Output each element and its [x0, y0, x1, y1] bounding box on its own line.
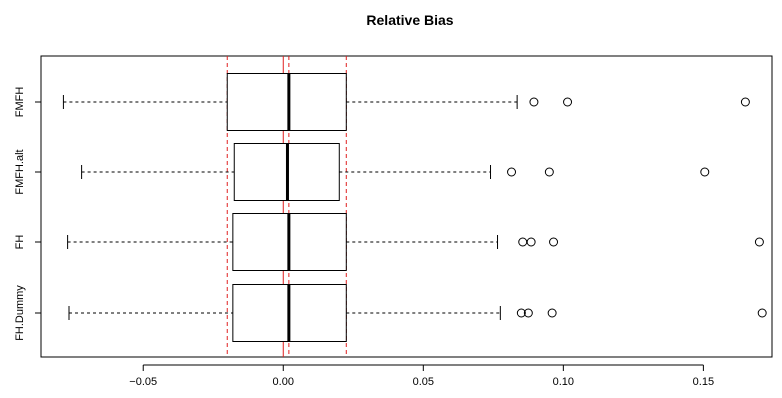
outlier-fmfh-2: [563, 97, 573, 107]
outlier-fh-4: [754, 237, 764, 247]
x-tick-label-4: 0.10: [553, 376, 574, 388]
outlier-fh-dummy-4: [757, 308, 767, 318]
y-tick-label-fmfh-alt: FMFH.alt: [14, 149, 26, 194]
x-tick-label-3: 0.05: [413, 376, 434, 388]
chart-title: Relative Bias: [366, 12, 453, 28]
outlier-fmfh-alt-1: [507, 167, 517, 177]
outlier-fh-2: [526, 237, 536, 247]
box-fmfh-alt: [81, 143, 710, 201]
box-group: [62, 73, 767, 342]
y-tick-label-fh: FH: [14, 235, 26, 250]
outlier-fh-dummy-1: [516, 308, 526, 318]
y-tick-label-fmfh: FMFH: [14, 87, 26, 118]
outlier-fmfh-1: [529, 97, 539, 107]
plot-frame: [40, 55, 773, 358]
y-tick-label-fh-dummy: FH.Dummy: [14, 285, 26, 341]
outlier-fh-dummy-3: [547, 308, 557, 318]
box-fmfh: [62, 73, 750, 131]
x-tick-label-5: 0.15: [693, 376, 714, 388]
box-iqr-fmfh: [226, 73, 347, 131]
outlier-fh-3: [549, 237, 559, 247]
x-tick-label-2: 0.00: [273, 376, 294, 388]
outlier-fh-dummy-2: [523, 308, 533, 318]
outlier-fmfh-alt-3: [700, 167, 710, 177]
box-fh-dummy: [68, 284, 767, 342]
outlier-fmfh-3: [740, 97, 750, 107]
box-fh: [67, 213, 764, 271]
outlier-fh-1: [518, 237, 528, 247]
y-axis: FH.Dummy FH FMFH.alt FMFH: [14, 87, 41, 341]
x-axis: −0.05 0.00 0.05 0.10 0.15: [129, 364, 714, 388]
x-tick-label-1: −0.05: [129, 376, 157, 388]
outlier-fmfh-alt-2: [544, 167, 554, 177]
